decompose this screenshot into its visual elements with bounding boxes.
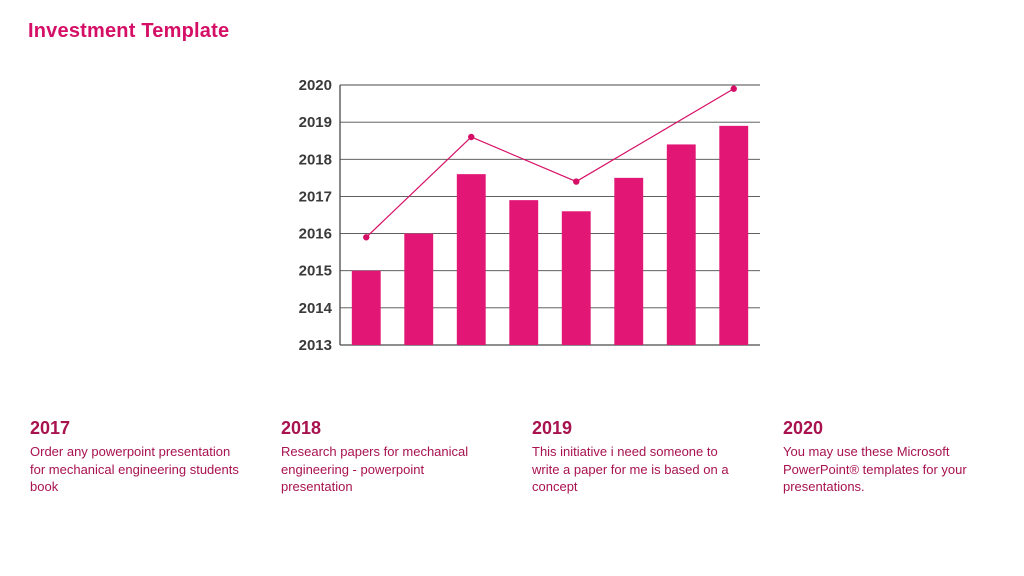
callout-2019: 2019 This initiative i need someone to w…	[532, 418, 743, 496]
slide: Investment Template 2013 2014 2015 2016 2017…	[0, 0, 1024, 576]
svg-text:2016: 2016	[299, 226, 332, 243]
callouts-row: 2017 Order any powerpoint presentation f…	[30, 418, 994, 496]
svg-text:2017: 2017	[299, 188, 332, 205]
chart-svg: 2013 2014 2015 2016 2017 2018 2019 2020	[280, 75, 760, 365]
callout-2020: 2020 You may use these Microsoft PowerPo…	[783, 418, 994, 496]
svg-text:2013: 2013	[299, 337, 332, 354]
svg-text:2018: 2018	[299, 151, 332, 168]
callout-text: You may use these Microsoft PowerPoint® …	[783, 443, 994, 496]
investment-chart: 2013 2014 2015 2016 2017 2018 2019 2020	[280, 75, 760, 365]
callout-text: This initiative i need someone to write …	[532, 443, 743, 496]
svg-text:2015: 2015	[299, 263, 332, 280]
callout-year: 2019	[532, 418, 743, 439]
svg-text:2014: 2014	[299, 300, 333, 317]
callout-text: Research papers for mechanical engineeri…	[281, 443, 492, 496]
callout-2017: 2017 Order any powerpoint presentation f…	[30, 418, 241, 496]
callout-text: Order any powerpoint presentation for me…	[30, 443, 241, 496]
callout-year: 2017	[30, 418, 241, 439]
svg-text:2019: 2019	[299, 114, 332, 131]
callout-year: 2020	[783, 418, 994, 439]
callout-2018: 2018 Research papers for mechanical engi…	[281, 418, 492, 496]
callout-year: 2018	[281, 418, 492, 439]
slide-title: Investment Template	[28, 20, 996, 43]
svg-text:2020: 2020	[299, 77, 332, 94]
